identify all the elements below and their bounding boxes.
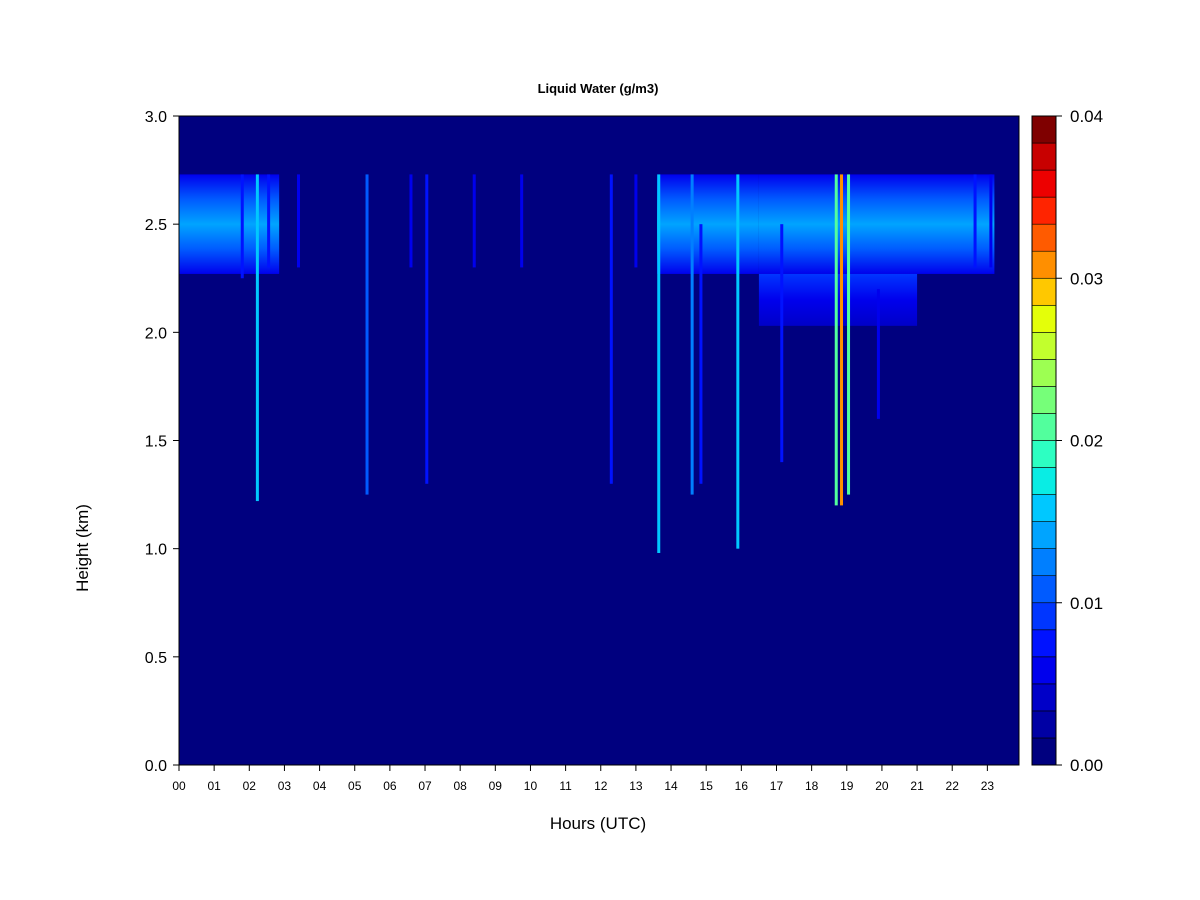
streak-18 bbox=[847, 174, 851, 495]
streak-5 bbox=[409, 174, 413, 268]
y-axis-label: Height (km) bbox=[73, 504, 92, 592]
colorbar-swatch bbox=[1031, 304, 1057, 333]
colorbar-swatch bbox=[1031, 250, 1057, 279]
x-tick-label: 04 bbox=[313, 779, 327, 793]
y-tick-label: 2.0 bbox=[145, 325, 167, 342]
colorbar-swatch bbox=[1031, 710, 1057, 739]
x-tick-label: 09 bbox=[489, 779, 503, 793]
x-tick-label: 21 bbox=[910, 779, 924, 793]
x-tick-label: 01 bbox=[207, 779, 221, 793]
streak-9 bbox=[609, 174, 613, 484]
streak-13 bbox=[699, 224, 703, 484]
y-tick-label: 1.5 bbox=[145, 434, 167, 451]
colorbar-swatch bbox=[1031, 521, 1057, 549]
colorbar-swatch bbox=[1031, 548, 1057, 577]
x-tick-label: 19 bbox=[840, 779, 854, 793]
streak-1 bbox=[255, 174, 259, 502]
x-tick-label: 07 bbox=[418, 779, 432, 793]
colorbar-swatch bbox=[1031, 277, 1057, 306]
colorbar-tick-label: 0.02 bbox=[1070, 432, 1103, 451]
x-tick-label: 03 bbox=[278, 779, 292, 793]
x-tick-label: 02 bbox=[243, 779, 257, 793]
y-tick-label: 2.5 bbox=[145, 217, 167, 234]
x-tick-label: 00 bbox=[172, 779, 186, 793]
colorbar-swatch bbox=[1031, 629, 1057, 658]
colorbar-swatch bbox=[1031, 440, 1057, 468]
cloud-layer-3 bbox=[758, 273, 918, 326]
cloud-layer-0 bbox=[179, 174, 280, 274]
streak-19 bbox=[876, 289, 880, 419]
x-tick-label: 17 bbox=[770, 779, 784, 793]
colorbar-swatch bbox=[1031, 196, 1057, 225]
streak-12 bbox=[690, 174, 694, 495]
x-tick-label: 16 bbox=[735, 779, 749, 793]
streak-7 bbox=[472, 174, 476, 268]
x-axis-label: Hours (UTC) bbox=[550, 814, 646, 833]
colorbar-swatch bbox=[1031, 332, 1057, 360]
colorbar-swatch bbox=[1031, 359, 1057, 387]
streak-20 bbox=[973, 174, 977, 268]
streak-3 bbox=[296, 174, 300, 268]
streak-17 bbox=[840, 174, 844, 506]
colorbar-swatch bbox=[1031, 386, 1057, 414]
x-tick-label: 10 bbox=[524, 779, 538, 793]
colorbar-swatch bbox=[1031, 413, 1057, 441]
colorbar-swatch bbox=[1031, 115, 1057, 144]
colorbar-swatch bbox=[1031, 494, 1057, 522]
x-tick-label: 18 bbox=[805, 779, 819, 793]
colorbar-swatch bbox=[1031, 602, 1057, 631]
streak-11 bbox=[657, 174, 661, 553]
y-tick-label: 0.0 bbox=[145, 758, 167, 775]
y-tick-label: 0.5 bbox=[145, 650, 167, 667]
streak-10 bbox=[634, 174, 638, 268]
x-tick-label: 06 bbox=[383, 779, 397, 793]
x-tick-label: 23 bbox=[981, 779, 995, 793]
y-tick-label: 1.0 bbox=[145, 542, 167, 559]
colorbar-tick-label: 0.01 bbox=[1070, 594, 1103, 613]
x-tick-label: 15 bbox=[700, 779, 714, 793]
cloud-streaks bbox=[240, 174, 993, 553]
streak-0 bbox=[240, 174, 244, 279]
cloud-layer-1 bbox=[656, 174, 759, 274]
x-tick-label: 12 bbox=[594, 779, 608, 793]
streak-21 bbox=[989, 174, 993, 268]
streak-15 bbox=[780, 224, 784, 463]
x-tick-label: 14 bbox=[664, 779, 678, 793]
colorbar-swatch bbox=[1031, 142, 1057, 171]
y-axis: 0.0 0.5 1.0 1.5 2.0 2.5 3.0 bbox=[145, 109, 180, 775]
colorbar-swatch bbox=[1031, 575, 1057, 604]
y-tick-label: 3.0 bbox=[145, 109, 167, 126]
streak-2 bbox=[267, 174, 271, 268]
colorbar-tick-label: 0.03 bbox=[1070, 269, 1103, 288]
streak-16 bbox=[834, 174, 838, 506]
colorbar-swatch bbox=[1031, 683, 1057, 712]
x-tick-label: 05 bbox=[348, 779, 362, 793]
x-axis: 00 01 02 03 04 05 06 07 08 09 10 11 12 13 14 15 16 17 18 19… bbox=[172, 764, 1019, 793]
colorbar-swatch bbox=[1031, 737, 1057, 766]
streak-4 bbox=[365, 174, 369, 495]
x-tick-label: 08 bbox=[453, 779, 467, 793]
cloud-layer-2 bbox=[758, 174, 995, 274]
x-tick-label: 13 bbox=[629, 779, 643, 793]
colorbar-tick-label: 0.04 bbox=[1070, 107, 1103, 126]
streak-8 bbox=[520, 174, 524, 268]
chart-title: Liquid Water (g/m3) bbox=[538, 81, 659, 96]
plot-area bbox=[178, 115, 1020, 766]
colorbar-swatch bbox=[1031, 467, 1057, 495]
colorbar-swatch bbox=[1031, 656, 1057, 685]
x-tick-label: 11 bbox=[559, 779, 572, 793]
colorbar-swatch bbox=[1031, 223, 1057, 252]
x-tick-label: 22 bbox=[946, 779, 960, 793]
streak-14 bbox=[736, 174, 740, 549]
cloud-layers bbox=[179, 174, 995, 326]
x-tick-label: 20 bbox=[875, 779, 889, 793]
colorbar-tick-label: 0.00 bbox=[1070, 756, 1103, 775]
colorbar-swatch bbox=[1031, 169, 1057, 198]
colorbar: 0.00 0.01 0.02 0.03 0.04 bbox=[1031, 107, 1103, 775]
streak-6 bbox=[425, 174, 429, 484]
